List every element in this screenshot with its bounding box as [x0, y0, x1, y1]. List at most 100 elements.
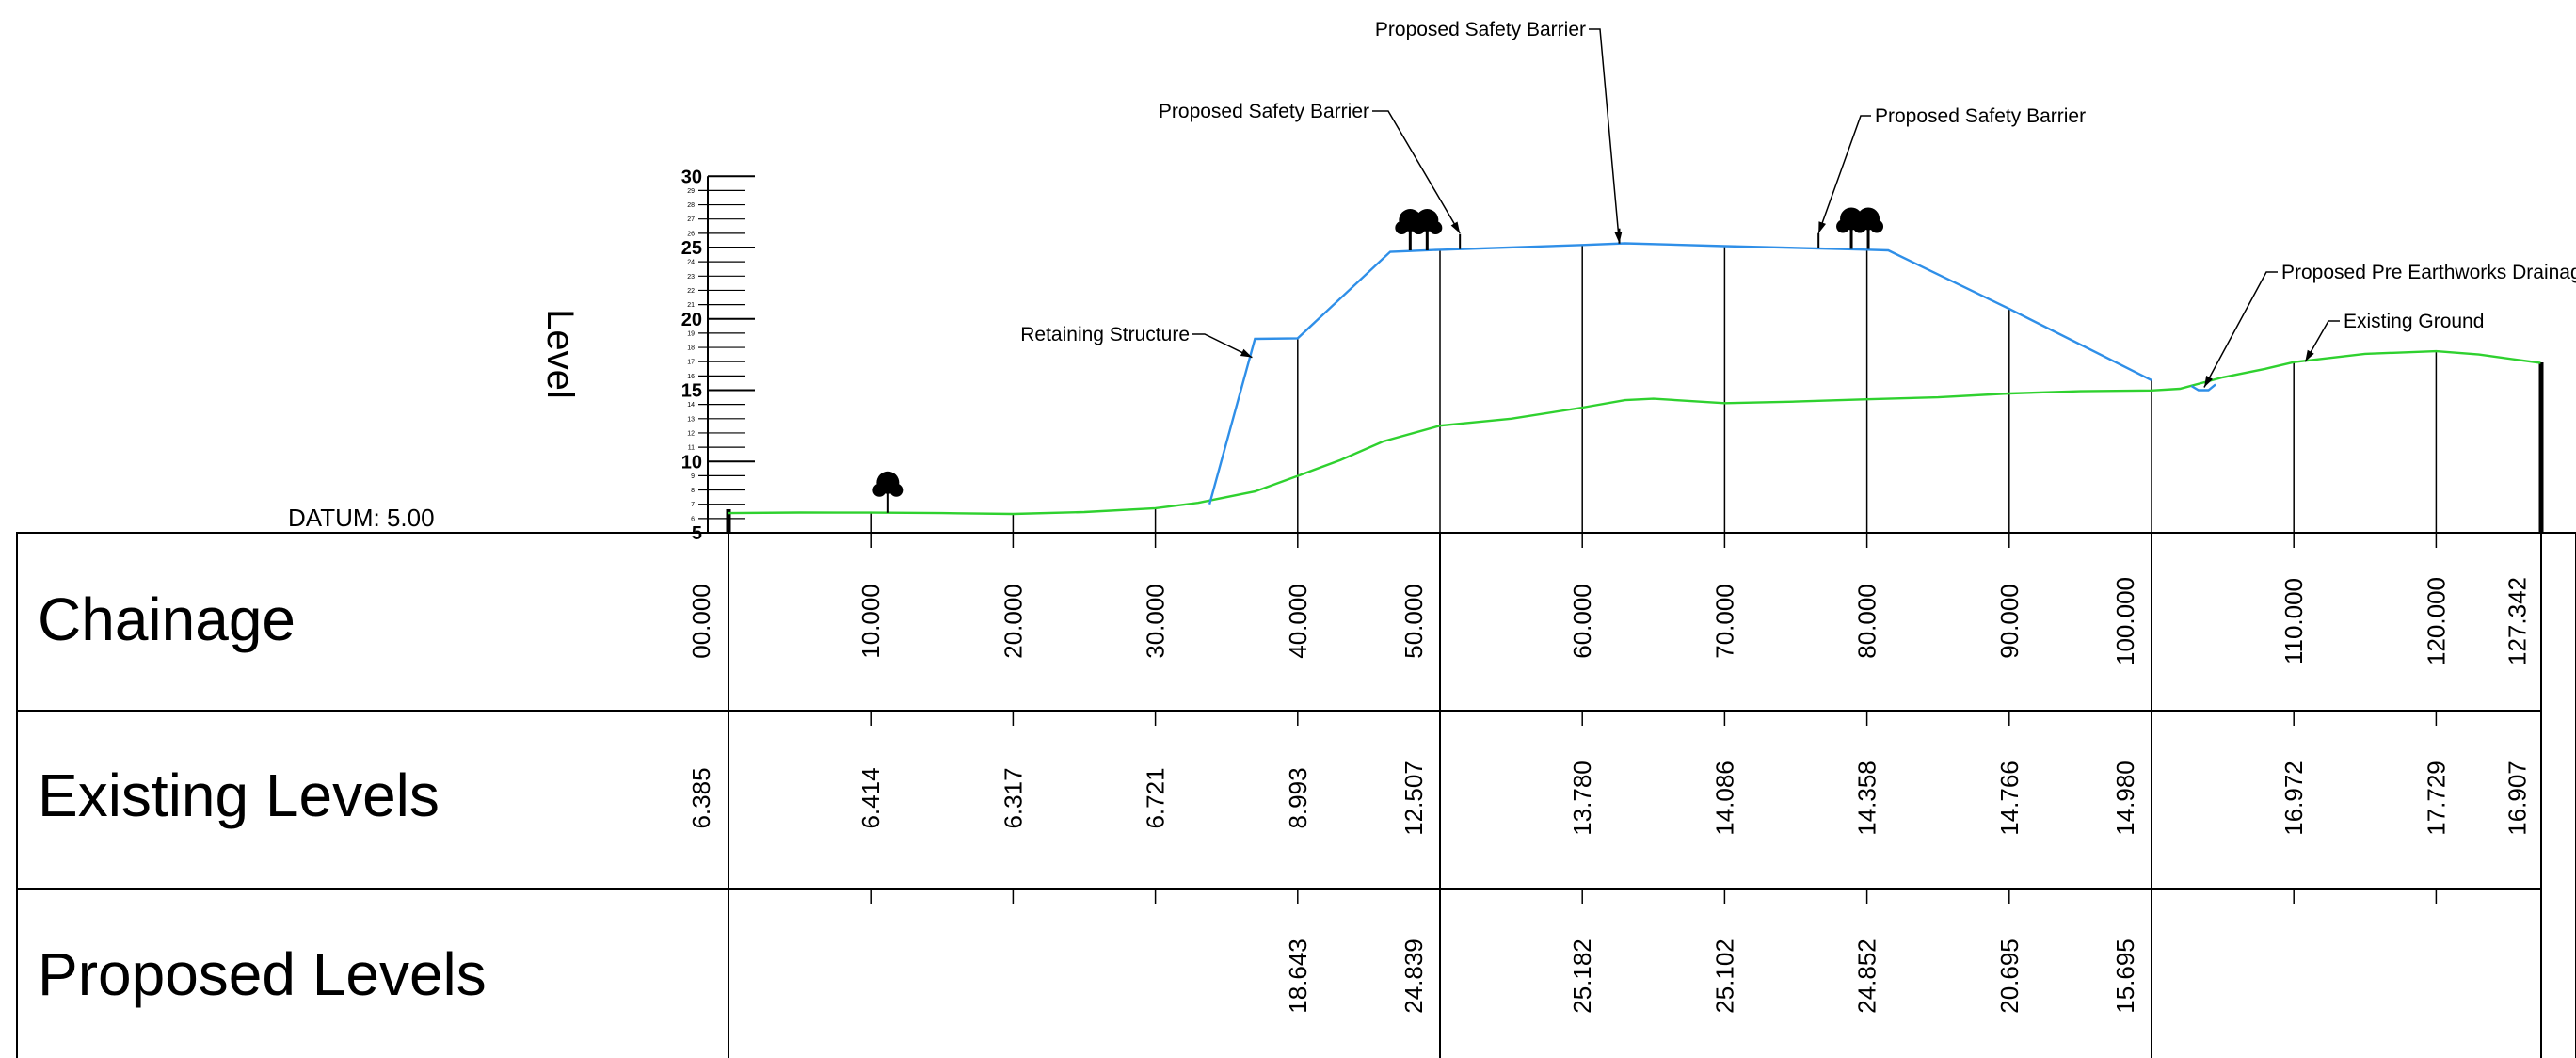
leader-line: [1817, 115, 1871, 234]
level-minor-tick-label: 8: [691, 488, 695, 494]
existing-level-value: 8.993: [1284, 767, 1312, 828]
proposed-level-value: 20.695: [1995, 938, 2024, 1014]
chainage-value: 00.000: [687, 584, 715, 659]
drainage-line: [2190, 383, 2216, 392]
data-table: Chainage Existing Levels Proposed Levels: [16, 532, 2576, 1058]
level-minor-tick-label: 28: [687, 202, 695, 209]
tree-crown: [1412, 221, 1426, 235]
datum-label: DATUM: 5.00: [288, 504, 435, 532]
chainage-value: 30.000: [1142, 584, 1170, 659]
table-values: 00.000 6.385 10.000 6.414 20.000 6.317 30.000 6…: [687, 577, 2531, 1014]
chainage-value: 50.000: [1400, 584, 1428, 659]
proposed-level-value: 25.182: [1568, 938, 1596, 1014]
proposed-level-value: 18.643: [1284, 938, 1312, 1014]
level-tick-label: 25: [681, 238, 702, 259]
level-minor-tick-label: 24: [687, 260, 695, 266]
existing-level-value: 16.907: [2503, 761, 2531, 836]
table-frame: [16, 532, 2576, 1058]
level-minor-tick-label: 6: [691, 516, 695, 522]
level-minor-tick-label: 18: [687, 345, 695, 352]
annotation: Existing Ground: [2304, 311, 2484, 362]
existing-level-value: 17.729: [2422, 761, 2450, 836]
level-tick-label: 15: [681, 381, 702, 402]
existing-level-value: 14.086: [1710, 761, 1738, 836]
existing-level-value: 6.414: [856, 767, 885, 828]
leader-line: [2203, 271, 2278, 388]
existing-level-value: 16.972: [2280, 761, 2308, 836]
leader-line: [1589, 28, 1621, 244]
annotation-label: Proposed Safety Barrier: [1875, 105, 2086, 127]
annotation-label: Proposed Safety Barrier: [1159, 101, 1369, 122]
existing-level-value: 14.980: [2111, 761, 2139, 836]
level-minor-tick-label: 21: [687, 302, 695, 309]
leader-arrow: [2203, 376, 2214, 388]
proposed-level-value: 24.852: [1853, 938, 1881, 1014]
existing-level-value: 6.317: [999, 767, 1027, 828]
leader-arrow: [1818, 221, 1827, 233]
existing-level-value: 6.385: [687, 767, 715, 828]
tree-crown: [1836, 219, 1850, 233]
leader-line: [1372, 110, 1461, 234]
annotation: Proposed Safety Barrier: [1817, 105, 2086, 234]
proposed-level-value: 15.695: [2111, 938, 2139, 1014]
level-minor-tick-label: 29: [687, 188, 695, 195]
leader-arrow: [1450, 221, 1461, 233]
tree-crown: [1870, 219, 1884, 233]
existing-level-value: 14.766: [1995, 761, 2024, 836]
leader-line: [1192, 333, 1253, 359]
level-scale: 5678910111213141516171819202122232425262…: [681, 167, 2544, 544]
existing-level-value: 13.780: [1568, 761, 1596, 836]
chainage-value: 120.000: [2422, 577, 2450, 665]
annotation: Proposed Pre Earthworks Drainage: [2203, 262, 2576, 388]
level-minor-tick-label: 12: [687, 430, 695, 437]
row-title-proposed-levels: Proposed Levels: [38, 940, 487, 1008]
station-lines: [728, 245, 2438, 1058]
chainage-value: 110.000: [2280, 578, 2308, 665]
tree-crown: [889, 483, 904, 497]
level-tick-label: 30: [681, 167, 702, 187]
tree-crown: [1853, 219, 1867, 233]
row-title-existing-levels: Existing Levels: [38, 761, 440, 829]
profiles: [728, 242, 2541, 516]
tree-crown: [872, 483, 887, 497]
proposed-level-line: [1208, 242, 2152, 505]
tree-icon: [872, 471, 904, 513]
level-minor-tick-label: 17: [687, 360, 695, 366]
annotation: Retaining Structure: [1020, 324, 1253, 359]
tree-crown: [1395, 221, 1409, 235]
chainage-value: 80.000: [1853, 584, 1881, 659]
existing-level-value: 12.507: [1400, 761, 1428, 836]
chainage-value: 100.000: [2111, 577, 2139, 665]
annotations: Proposed Safety Barrier Proposed Safety B…: [1020, 19, 2576, 388]
tree-icon: [1836, 207, 1884, 249]
chainage-value: 70.000: [1710, 584, 1738, 659]
annotation-label: Existing Ground: [2344, 311, 2484, 332]
proposed-level-value: 24.839: [1400, 938, 1428, 1014]
level-tick-label: 20: [681, 310, 702, 330]
level-minor-tick-label: 19: [687, 330, 695, 337]
existing-level-value: 6.721: [1142, 767, 1170, 828]
level-minor-tick-label: 22: [687, 288, 695, 295]
proposed-level-value: 25.102: [1710, 938, 1738, 1014]
level-minor-tick-label: 7: [691, 502, 695, 508]
chainage-value: 20.000: [999, 584, 1027, 659]
level-minor-tick-label: 9: [691, 473, 695, 480]
level-minor-tick-label: 11: [688, 445, 695, 452]
annotation-label: Retaining Structure: [1020, 324, 1190, 345]
chainage-value: 60.000: [1568, 584, 1596, 659]
level-minor-tick-label: 27: [687, 216, 695, 223]
level-minor-tick-label: 16: [687, 374, 695, 380]
tree-crown: [1429, 221, 1443, 235]
existing-level-value: 14.358: [1853, 761, 1881, 836]
annotation: Proposed Safety Barrier: [1159, 101, 1461, 234]
annotation-label: Proposed Safety Barrier: [1375, 19, 1586, 40]
leader-arrow: [1240, 348, 1253, 358]
chainage-value: 90.000: [1995, 584, 2024, 659]
trees: [872, 207, 1884, 513]
annotation: Proposed Safety Barrier: [1375, 19, 1623, 244]
chainage-value: 40.000: [1284, 584, 1312, 659]
leader-line: [2304, 320, 2340, 362]
chainage-value: 127.342: [2503, 577, 2531, 665]
existing-ground-line: [728, 349, 2541, 516]
